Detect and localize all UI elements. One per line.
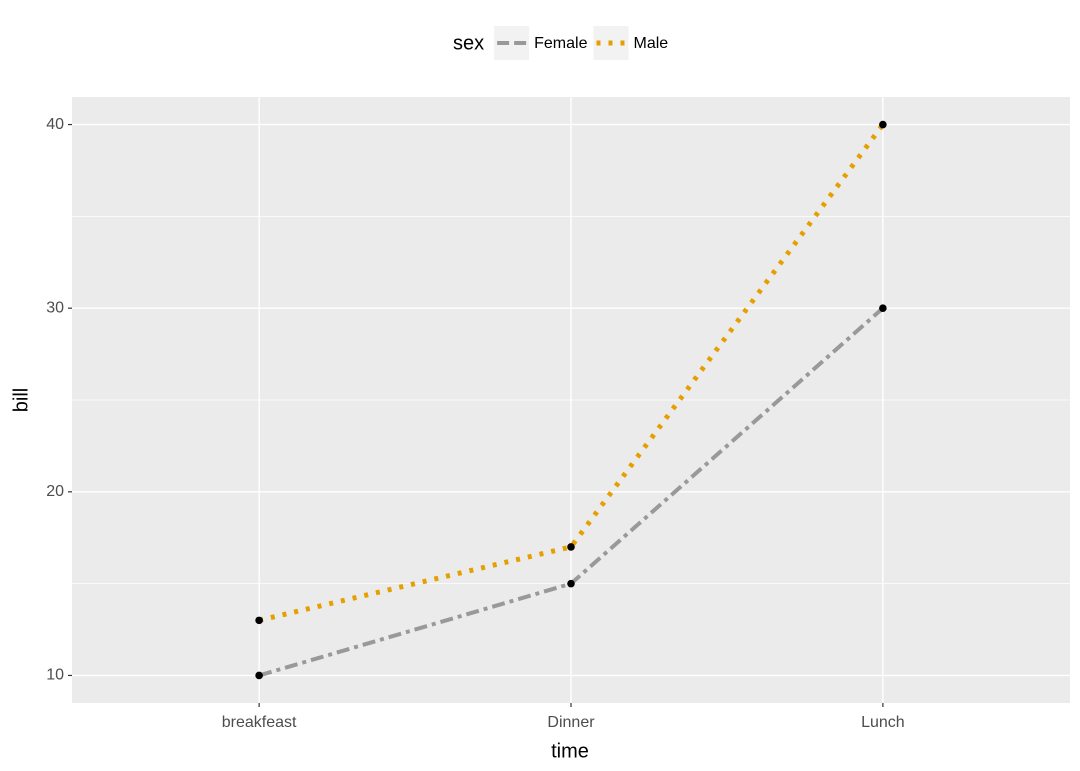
point xyxy=(879,120,887,129)
y-axis-title: bill xyxy=(10,388,32,412)
grid: 10 20 30 40 breakfeast Dinner Lunch xyxy=(46,97,1070,731)
point xyxy=(567,543,575,551)
point xyxy=(255,671,263,680)
x-tick-label: Dinner xyxy=(547,714,595,731)
legend-label: Male xyxy=(633,35,668,52)
point xyxy=(567,579,575,588)
marks xyxy=(255,120,887,680)
y-tick-label: 30 xyxy=(46,299,64,316)
x-tick-label: Lunch xyxy=(861,714,905,731)
y-tick-label: 10 xyxy=(46,667,64,684)
point xyxy=(255,616,263,625)
legend-label: Female xyxy=(534,35,587,52)
legend: sex Female Male xyxy=(453,26,668,60)
y-tick-label: 20 xyxy=(46,483,64,500)
legend-title: sex xyxy=(453,32,484,54)
x-tick-label: breakfeast xyxy=(222,714,297,731)
y-tick-label: 40 xyxy=(46,116,64,133)
point xyxy=(879,304,887,312)
x-axis-title: time xyxy=(551,740,589,762)
